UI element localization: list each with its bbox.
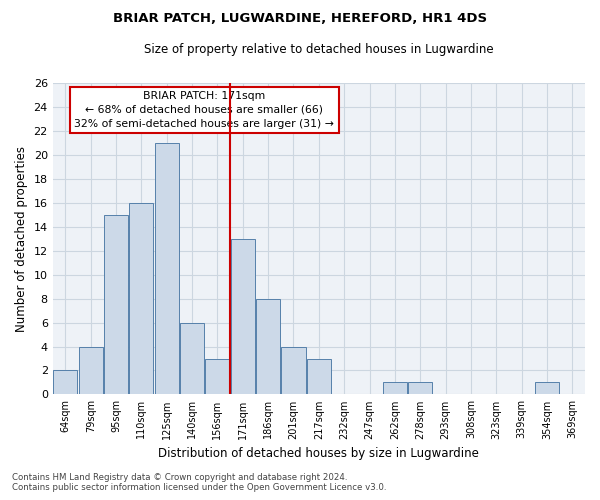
Text: Contains HM Land Registry data © Crown copyright and database right 2024.
Contai: Contains HM Land Registry data © Crown c… xyxy=(12,473,386,492)
Bar xyxy=(79,346,103,395)
Bar xyxy=(180,322,204,394)
Bar xyxy=(130,203,154,394)
Bar xyxy=(383,382,407,394)
Bar xyxy=(155,143,179,395)
Title: Size of property relative to detached houses in Lugwardine: Size of property relative to detached ho… xyxy=(144,42,494,56)
Bar xyxy=(205,358,229,394)
Bar xyxy=(256,298,280,394)
Bar xyxy=(231,238,255,394)
X-axis label: Distribution of detached houses by size in Lugwardine: Distribution of detached houses by size … xyxy=(158,447,479,460)
Y-axis label: Number of detached properties: Number of detached properties xyxy=(15,146,28,332)
Bar xyxy=(104,215,128,394)
Bar xyxy=(281,346,305,395)
Bar xyxy=(307,358,331,394)
Bar xyxy=(53,370,77,394)
Text: BRIAR PATCH, LUGWARDINE, HEREFORD, HR1 4DS: BRIAR PATCH, LUGWARDINE, HEREFORD, HR1 4… xyxy=(113,12,487,26)
Text: BRIAR PATCH: 171sqm
← 68% of detached houses are smaller (66)
32% of semi-detach: BRIAR PATCH: 171sqm ← 68% of detached ho… xyxy=(74,91,334,129)
Bar xyxy=(408,382,432,394)
Bar xyxy=(535,382,559,394)
